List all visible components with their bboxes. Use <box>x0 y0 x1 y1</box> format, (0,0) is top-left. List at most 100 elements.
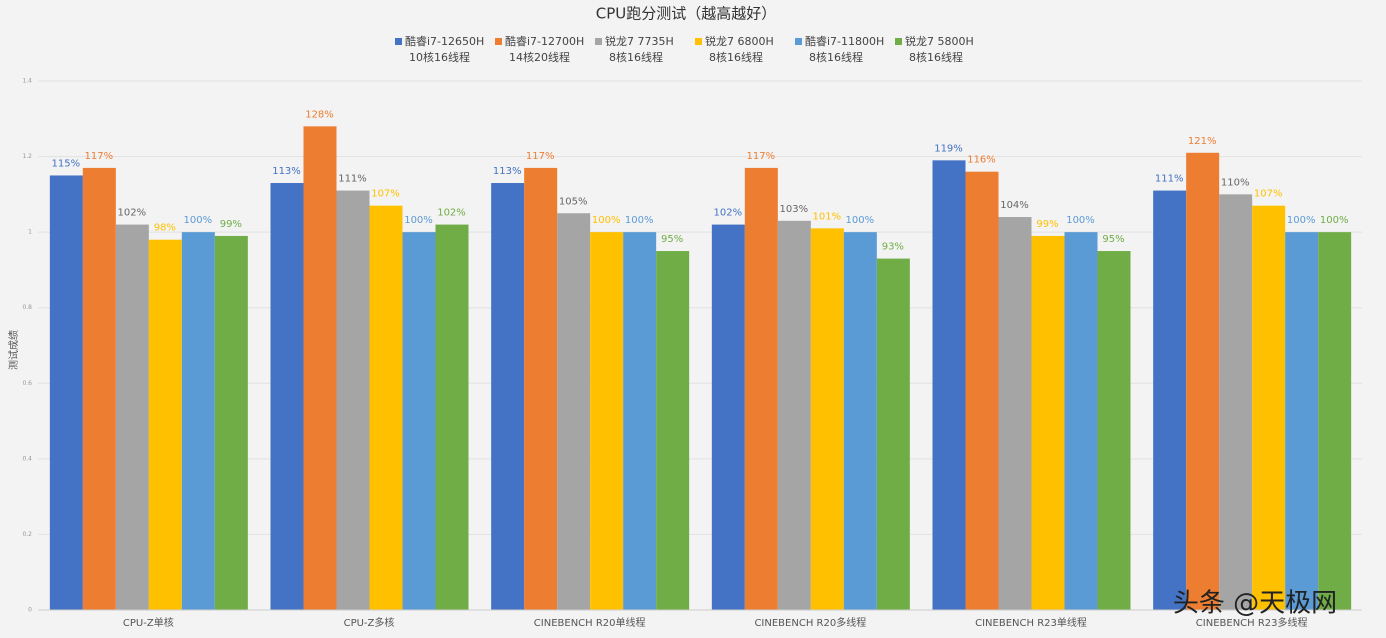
value-label: 113% <box>272 166 301 177</box>
legend-label: 锐龙7 5800H <box>905 34 974 48</box>
bar <box>214 235 248 610</box>
bar <box>49 175 83 610</box>
bar <box>1219 194 1253 610</box>
y-axis-label: 测试成绩 <box>7 330 20 370</box>
bar <box>1064 232 1098 610</box>
value-label: 100% <box>1287 215 1316 226</box>
bar <box>270 183 304 610</box>
legend-cores: 14核20线程 <box>509 50 570 64</box>
bar <box>810 228 844 610</box>
legend-swatch <box>395 38 402 45</box>
y-tick-label: 0.2 <box>22 531 32 538</box>
bar <box>744 167 778 610</box>
value-label: 101% <box>813 211 842 222</box>
bar <box>843 232 877 610</box>
bar <box>303 126 337 610</box>
bar <box>1097 251 1131 611</box>
legend-cores: 8核16线程 <box>609 50 663 64</box>
value-label: 102% <box>437 208 466 219</box>
bar <box>998 217 1032 610</box>
value-label: 119% <box>934 143 963 154</box>
value-label: 107% <box>371 189 400 200</box>
bar <box>1285 232 1319 610</box>
y-tick-label: 1 <box>28 229 32 236</box>
value-label: 117% <box>747 151 776 162</box>
value-label: 100% <box>1320 215 1349 226</box>
x-tick-label: CINEBENCH R23多线程 <box>1196 616 1308 629</box>
legend-swatch <box>895 38 902 45</box>
legend-cores: 10核16线程 <box>409 50 470 64</box>
value-label: 95% <box>661 234 683 245</box>
x-tick-label: CINEBENCH R23单线程 <box>975 616 1087 629</box>
x-tick-label: CPU-Z单核 <box>123 616 174 629</box>
bar <box>623 232 657 610</box>
bar <box>336 190 370 611</box>
value-label: 107% <box>1254 189 1283 200</box>
legend-swatch <box>695 38 702 45</box>
value-label: 93% <box>882 242 904 253</box>
bar <box>557 213 591 610</box>
bar <box>1186 152 1220 611</box>
value-label: 100% <box>184 215 213 226</box>
value-label: 116% <box>967 155 996 166</box>
value-label: 102% <box>118 208 147 219</box>
legend-label: 酷睿i7-12650H <box>405 34 484 48</box>
bar <box>148 239 182 610</box>
y-tick-label: 1.4 <box>22 78 32 85</box>
value-label: 121% <box>1188 136 1217 147</box>
bar <box>1252 205 1286 610</box>
x-tick-label: CINEBENCH R20单线程 <box>534 616 646 629</box>
y-tick-label: 0.4 <box>22 455 32 462</box>
legend-cores: 8核16线程 <box>809 50 863 64</box>
bar <box>402 232 436 610</box>
legend-swatch <box>495 38 502 45</box>
value-label: 128% <box>305 109 334 120</box>
chart-title: CPU跑分测试（越高越好） <box>596 5 777 23</box>
bar <box>777 220 811 611</box>
legend-label: 酷睿i7-11800H <box>805 34 884 48</box>
bar <box>115 224 149 611</box>
y-tick-label: 1.2 <box>22 153 32 160</box>
value-label: 115% <box>52 158 81 169</box>
y-tick-label: 0.8 <box>22 304 32 311</box>
bar <box>369 205 403 610</box>
bar <box>711 224 745 611</box>
legend-swatch <box>595 38 602 45</box>
legend-label: 锐龙7 6800H <box>705 34 774 48</box>
bar <box>1153 190 1187 611</box>
value-label: 100% <box>404 215 433 226</box>
y-tick-label: 0.6 <box>22 380 32 387</box>
value-label: 105% <box>559 196 588 207</box>
value-label: 100% <box>592 215 621 226</box>
value-label: 111% <box>1155 174 1184 185</box>
watermark: 头条 @天极网 <box>1173 589 1337 619</box>
bar <box>876 258 910 610</box>
value-label: 100% <box>1066 215 1095 226</box>
bar <box>1318 232 1352 610</box>
value-label: 98% <box>154 223 176 234</box>
value-label: 100% <box>846 215 875 226</box>
bar <box>1031 235 1065 610</box>
bar <box>590 232 624 610</box>
y-tick-label: 0 <box>28 607 32 614</box>
bar <box>435 224 469 611</box>
value-label: 110% <box>1221 177 1250 188</box>
bar <box>181 232 215 610</box>
value-label: 117% <box>85 151 114 162</box>
value-label: 113% <box>493 166 522 177</box>
bar <box>656 251 690 611</box>
value-label: 111% <box>338 174 367 185</box>
legend-swatch <box>795 38 802 45</box>
legend-label: 酷睿i7-12700H <box>505 34 584 48</box>
bar <box>491 183 525 610</box>
value-label: 104% <box>1000 200 1029 211</box>
x-tick-label: CPU-Z多核 <box>344 616 395 629</box>
value-label: 95% <box>1102 234 1124 245</box>
legend-cores: 8核16线程 <box>709 50 763 64</box>
bar <box>524 167 558 610</box>
value-label: 99% <box>1036 219 1058 230</box>
bar <box>932 160 966 610</box>
x-tick-label: CINEBENCH R20多线程 <box>754 616 866 629</box>
